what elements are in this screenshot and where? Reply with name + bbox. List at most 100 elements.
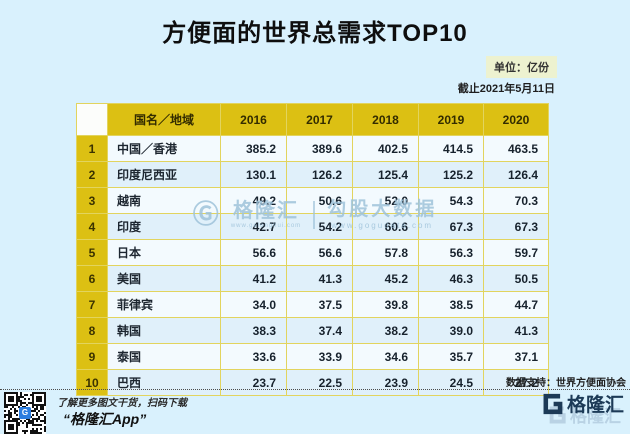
value-cell: 27.2 bbox=[483, 369, 549, 396]
country-cell: 美国 bbox=[107, 265, 221, 292]
unit-badge: 单位：亿份 bbox=[486, 56, 557, 78]
country-cell: 泰国 bbox=[107, 343, 221, 370]
value-cell: 52.0 bbox=[352, 187, 419, 214]
table-row: 10 巴西 23.7 22.5 23.9 24.5 27.2 bbox=[76, 369, 549, 396]
value-cell: 41.2 bbox=[220, 265, 287, 292]
rank-cell: 4 bbox=[76, 213, 108, 240]
brand-logo-ghost: 格隆汇 bbox=[545, 402, 621, 427]
column-header-2017: 2017 bbox=[286, 103, 353, 136]
rank-cell: 2 bbox=[76, 161, 108, 188]
table-row: 7 菲律宾 34.0 37.5 39.8 38.5 44.7 bbox=[76, 291, 549, 318]
value-cell: 22.5 bbox=[286, 369, 353, 396]
value-cell: 38.3 bbox=[220, 317, 287, 344]
column-header-2019: 2019 bbox=[418, 103, 484, 136]
column-header-2020: 2020 bbox=[483, 103, 549, 136]
value-cell: 38.5 bbox=[418, 291, 484, 318]
value-cell: 42.7 bbox=[220, 213, 287, 240]
value-cell: 54.2 bbox=[286, 213, 353, 240]
value-cell: 126.2 bbox=[286, 161, 353, 188]
value-cell: 44.7 bbox=[483, 291, 549, 318]
rank-cell: 8 bbox=[76, 317, 108, 344]
value-cell: 38.2 bbox=[352, 317, 419, 344]
value-cell: 70.3 bbox=[483, 187, 549, 214]
brand-logo-main: 格隆汇 bbox=[538, 390, 624, 417]
value-cell: 385.2 bbox=[220, 135, 287, 162]
value-cell: 402.5 bbox=[352, 135, 419, 162]
value-cell: 125.4 bbox=[352, 161, 419, 188]
country-cell: 巴西 bbox=[107, 369, 221, 396]
column-header-2018: 2018 bbox=[352, 103, 419, 136]
demand-table: 国名／地域 2016 2017 2018 2019 2020 1 中国／香港 385… bbox=[76, 103, 549, 396]
value-cell: 39.0 bbox=[418, 317, 484, 344]
qr-center-logo: G bbox=[19, 407, 31, 419]
table-row: 1 中国／香港 385.2 389.6 402.5 414.5 463.5 bbox=[76, 135, 549, 162]
value-cell: 35.7 bbox=[418, 343, 484, 370]
value-cell: 49.2 bbox=[220, 187, 287, 214]
value-cell: 39.8 bbox=[352, 291, 419, 318]
g-logo-icon-ghost bbox=[549, 405, 566, 424]
column-header-2016: 2016 bbox=[220, 103, 287, 136]
value-cell: 125.2 bbox=[418, 161, 484, 188]
footer-divider bbox=[0, 389, 630, 390]
country-cell: 中国／香港 bbox=[107, 135, 221, 162]
table-row: 4 印度 42.7 54.2 60.6 67.3 67.3 bbox=[76, 213, 549, 240]
app-name: “格隆汇App” bbox=[63, 411, 147, 427]
value-cell: 41.3 bbox=[286, 265, 353, 292]
value-cell: 33.6 bbox=[220, 343, 287, 370]
table-row: 2 印度尼西亚 130.1 126.2 125.4 125.2 126.4 bbox=[76, 161, 549, 188]
table-row: 3 越南 49.2 50.6 52.0 54.3 70.3 bbox=[76, 187, 549, 214]
rank-cell: 10 bbox=[76, 369, 108, 396]
brand-logo: 格隆汇 格隆汇 bbox=[538, 390, 624, 432]
value-cell: 67.3 bbox=[418, 213, 484, 240]
rank-cell: 3 bbox=[76, 187, 108, 214]
table-row: 9 泰国 33.6 33.9 34.6 35.7 37.1 bbox=[76, 343, 549, 370]
country-cell: 菲律宾 bbox=[107, 291, 221, 318]
table-row: 5 日本 56.6 56.6 57.8 56.3 59.7 bbox=[76, 239, 549, 266]
value-cell: 37.4 bbox=[286, 317, 353, 344]
header-row: 国名／地域 2016 2017 2018 2019 2020 bbox=[76, 103, 549, 136]
value-cell: 414.5 bbox=[418, 135, 484, 162]
table-row: 8 韩国 38.3 37.4 38.2 39.0 41.3 bbox=[76, 317, 549, 344]
value-cell: 37.1 bbox=[483, 343, 549, 370]
value-cell: 67.3 bbox=[483, 213, 549, 240]
value-cell: 34.6 bbox=[352, 343, 419, 370]
value-cell: 50.6 bbox=[286, 187, 353, 214]
qr-caption: 了解更多图文干货，扫码下载 bbox=[57, 398, 187, 409]
value-cell: 33.9 bbox=[286, 343, 353, 370]
as-of-date: 截止2021年5月11日 bbox=[457, 83, 555, 95]
country-cell: 越南 bbox=[107, 187, 221, 214]
value-cell: 463.5 bbox=[483, 135, 549, 162]
data-source-credit: 数据支持：世界方便面协会 bbox=[506, 378, 626, 389]
value-cell: 57.8 bbox=[352, 239, 419, 266]
value-cell: 130.1 bbox=[220, 161, 287, 188]
demand-table-wrap: 国名／地域 2016 2017 2018 2019 2020 1 中国／香港 385… bbox=[76, 103, 549, 396]
rank-header-blank bbox=[76, 103, 108, 136]
value-cell: 41.3 bbox=[483, 317, 549, 344]
value-cell: 50.5 bbox=[483, 265, 549, 292]
value-cell: 56.3 bbox=[418, 239, 484, 266]
qr-code: G bbox=[4, 392, 46, 434]
rank-cell: 1 bbox=[76, 135, 108, 162]
value-cell: 54.3 bbox=[418, 187, 484, 214]
value-cell: 24.5 bbox=[418, 369, 484, 396]
country-cell: 韩国 bbox=[107, 317, 221, 344]
value-cell: 45.2 bbox=[352, 265, 419, 292]
table-body: 1 中国／香港 385.2 389.6 402.5 414.5 463.5 2 印度尼西亚 130… bbox=[76, 135, 549, 396]
value-cell: 126.4 bbox=[483, 161, 549, 188]
value-cell: 23.7 bbox=[220, 369, 287, 396]
g-logo-icon bbox=[543, 393, 563, 414]
value-cell: 56.6 bbox=[220, 239, 287, 266]
value-cell: 389.6 bbox=[286, 135, 353, 162]
value-cell: 23.9 bbox=[352, 369, 419, 396]
value-cell: 46.3 bbox=[418, 265, 484, 292]
country-cell: 日本 bbox=[107, 239, 221, 266]
value-cell: 34.0 bbox=[220, 291, 287, 318]
country-cell: 印度尼西亚 bbox=[107, 161, 221, 188]
rank-cell: 5 bbox=[76, 239, 108, 266]
rank-cell: 6 bbox=[76, 265, 108, 292]
value-cell: 37.5 bbox=[286, 291, 353, 318]
value-cell: 60.6 bbox=[352, 213, 419, 240]
value-cell: 56.6 bbox=[286, 239, 353, 266]
table-row: 6 美国 41.2 41.3 45.2 46.3 50.5 bbox=[76, 265, 549, 292]
